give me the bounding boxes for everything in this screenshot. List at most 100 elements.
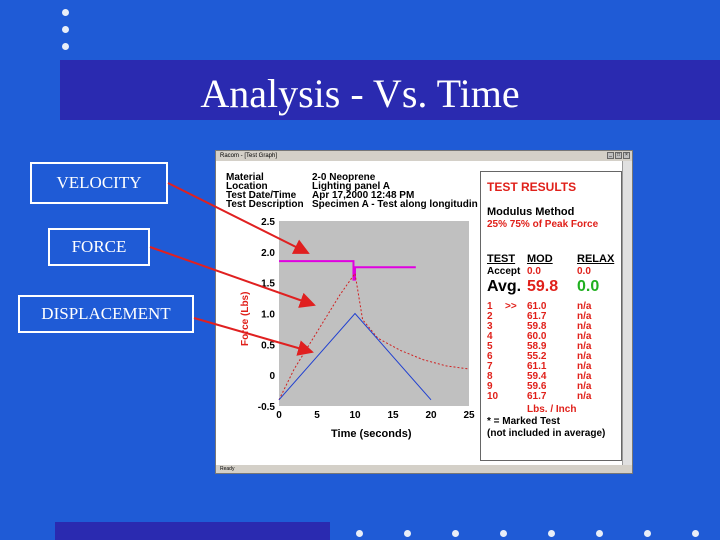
row-relax: n/a	[577, 371, 592, 382]
bullet-dot	[404, 530, 411, 537]
bullet-dot	[62, 43, 69, 50]
avg-relax: 0.0	[577, 278, 600, 295]
window-title: Racom - [Test Graph]	[216, 151, 632, 161]
row-mod: 61.7	[527, 391, 547, 402]
row-relax: n/a	[577, 311, 592, 322]
row-test-number: 5	[487, 341, 493, 352]
velocity-label: VELOCITY	[30, 162, 168, 204]
footer-bar	[55, 522, 330, 540]
x-tick-label: 10	[349, 410, 361, 421]
info-key: Material	[226, 172, 264, 183]
y-tick-label: 0.5	[261, 340, 275, 351]
status-bar: Ready	[216, 465, 632, 473]
row-mod: 58.9	[527, 341, 547, 352]
info-key: Test Date/Time	[226, 190, 297, 201]
bullet-dot	[548, 530, 555, 537]
info-key: Test Description	[226, 199, 304, 210]
row-mod: 61.1	[527, 361, 547, 372]
y-tick-label: 1.5	[261, 279, 275, 290]
row-mod: 60.0	[527, 331, 547, 342]
scrollbar[interactable]	[622, 161, 632, 467]
series-line	[279, 260, 416, 281]
bullet-dot	[62, 26, 69, 33]
col-test: TEST	[487, 253, 516, 265]
row-mod: 59.4	[527, 371, 547, 382]
modulus-method: Modulus Method	[487, 206, 575, 218]
row-test-number: 7	[487, 361, 493, 372]
bullet-dot	[62, 9, 69, 16]
accept-mod: 0.0	[527, 266, 541, 277]
row-test-number: 1	[487, 301, 493, 312]
x-axis-label: Time (seconds)	[331, 428, 412, 440]
row-mod: 59.6	[527, 381, 547, 392]
row-relax: n/a	[577, 391, 592, 402]
minimize-icon[interactable]: _	[607, 152, 614, 159]
marked-note: * = Marked Test	[487, 416, 560, 427]
row-relax: n/a	[577, 361, 592, 372]
info-value: Lighting panel A	[312, 181, 390, 192]
x-tick-label: 5	[314, 410, 320, 421]
x-tick-label: 15	[387, 410, 399, 421]
row-test-number: 9	[487, 381, 493, 392]
test-results-panel: TEST RESULTS Modulus Method 25% 75% of P…	[480, 171, 622, 461]
displacement-label: DISPLACEMENT	[18, 295, 194, 333]
bullet-dot	[644, 530, 651, 537]
title-banner	[60, 60, 720, 120]
row-mod: 61.0	[527, 301, 547, 312]
row-mod: 61.7	[527, 311, 547, 322]
row-test-number: 2	[487, 311, 493, 322]
bullet-dot	[692, 530, 699, 537]
window-controls: _ □ ×	[607, 152, 630, 159]
force-label: FORCE	[48, 228, 150, 266]
maximize-icon[interactable]: □	[615, 152, 622, 159]
row-mark: >>	[505, 301, 517, 312]
y-tick-label: 2.5	[261, 217, 275, 228]
col-relax: RELAX	[577, 253, 615, 265]
x-tick-label: 0	[276, 410, 282, 421]
bullet-dot	[356, 530, 363, 537]
row-relax: n/a	[577, 321, 592, 332]
accept-label: Accept	[487, 266, 521, 277]
modulus-range: 25% 75% of Peak Force	[487, 219, 599, 230]
bullet-dot	[500, 530, 507, 537]
row-mod: 59.8	[527, 321, 547, 332]
chart-svg: 2.52.01.51.00.50-0.50 5 10 15 20 25	[258, 217, 475, 421]
row-relax: n/a	[577, 351, 592, 362]
results-heading: TEST RESULTS	[487, 180, 577, 194]
units-label: Lbs. / Inch	[527, 404, 577, 415]
bullet-dot	[452, 530, 459, 537]
row-relax: n/a	[577, 331, 592, 342]
info-key: Location	[226, 181, 268, 192]
displacement-arrow	[193, 317, 314, 356]
y-tick-label: -0.5	[258, 402, 276, 413]
col-mod: MOD	[527, 253, 553, 265]
y-tick-label: 0	[269, 371, 275, 382]
accept-relax: 0.0	[577, 266, 591, 277]
series-line	[278, 312, 432, 401]
info-value: Apr 17,2000 12:48 PM	[312, 190, 415, 201]
row-relax: n/a	[577, 301, 592, 312]
info-value: 2-0 Neoprene	[312, 173, 376, 183]
page-title: Analysis - Vs. Time	[200, 71, 520, 116]
series-line	[278, 272, 470, 401]
row-test-number: 8	[487, 371, 493, 382]
y-tick-label: 1.0	[261, 310, 275, 321]
row-test-number: 3	[487, 321, 493, 332]
info-keys: Material Location Test Date/Time Test De…	[226, 172, 304, 210]
row-test-number: 4	[487, 331, 493, 342]
software-screenshot: Racom - [Test Graph] _ □ × Material Loca…	[215, 150, 633, 474]
y-tick-label: 2.0	[261, 248, 275, 259]
avg-label: Avg.	[487, 278, 522, 295]
info-values: 2-0 Neoprene Lighting panel A Apr 17,200…	[312, 173, 478, 209]
bullet-dot	[596, 530, 603, 537]
row-relax: n/a	[577, 381, 592, 392]
info-value: Specimen A - Test along longitudin	[312, 199, 478, 210]
close-icon[interactable]: ×	[623, 152, 630, 159]
row-mod: 55.2	[527, 351, 547, 362]
row-relax: n/a	[577, 341, 592, 352]
x-tick-label: 20	[425, 410, 437, 421]
row-test-number: 6	[487, 351, 493, 362]
force-arrow	[149, 246, 316, 308]
velocity-arrow	[167, 182, 310, 254]
